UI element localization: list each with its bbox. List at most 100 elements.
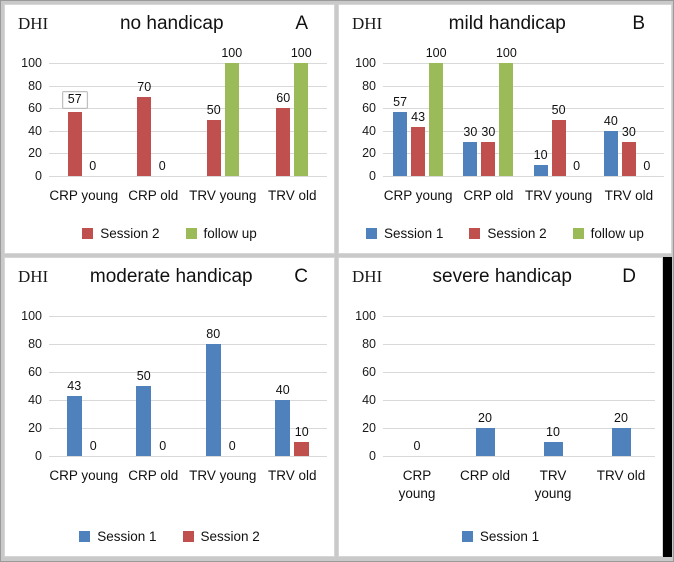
bar-groups: 57 43 100 30 30 100 10 50 0 40 30 0 [383, 46, 664, 176]
panel-letter: B [632, 13, 645, 34]
y-tick-label: 40 [28, 393, 42, 407]
legend-swatch-icon [572, 228, 584, 239]
bar: 30 [463, 125, 478, 176]
category-label: TRV young [189, 188, 257, 203]
bar-group: 50 100 [188, 46, 258, 176]
category-axis: CRP young CRP old TRV young TRV old [49, 467, 327, 485]
legend-item: Session 2 [82, 226, 160, 241]
y-tick-label: 100 [21, 56, 42, 70]
y-tick-label: 40 [28, 123, 42, 138]
legend-item: follow up [572, 226, 644, 241]
y-axis: 0 20 40 60 80 100 [339, 57, 383, 182]
y-axis: 0 20 40 60 80 100 [5, 310, 49, 462]
y-tick-label: 100 [21, 309, 42, 323]
bar-value-label: 10 [533, 147, 548, 162]
gridline [49, 85, 327, 87]
bar-value-label: 0 [89, 439, 97, 453]
gridline [383, 108, 664, 110]
chart-area: 0 20 40 60 80 100 57 0 70 0 50 100 60 100 [5, 39, 334, 182]
bar-value-label: 50 [136, 369, 151, 383]
y-axis: 0 20 40 60 80 100 [339, 310, 383, 462]
bar-group: 70 0 [119, 63, 189, 176]
chart-panel-b: DHI mild handicap B 0 20 40 60 80 100 57 43 100 30 30… [338, 4, 672, 254]
legend-label: follow up [203, 226, 257, 241]
gridline [383, 456, 655, 457]
gridline [49, 176, 327, 177]
category-label: CRP young [49, 468, 119, 483]
bar-groups: 57 0 70 0 50 100 60 100 [49, 46, 327, 176]
cell-b: DHI mild handicap B 0 20 40 60 80 100 57 43 100 30 30… [338, 4, 672, 254]
bar-value-label: 10 [546, 425, 560, 439]
y-tick-label: 80 [28, 78, 42, 93]
bar: 50 [136, 369, 152, 456]
legend: Session 1 Session 2 [5, 529, 334, 544]
bar-group: 80 0 [188, 316, 258, 456]
plot-area: 43 0 50 0 80 0 40 10 [49, 316, 327, 457]
bar: 57 [393, 95, 408, 176]
bar-value-label: 57 [61, 90, 88, 110]
y-tick-label: 80 [28, 337, 42, 351]
bar-value-label: 20 [478, 411, 492, 425]
bar-value-label: 0 [573, 159, 581, 173]
y-tick-label: 40 [362, 393, 376, 407]
bar-group: 10 50 0 [524, 63, 594, 176]
bar-group: 40 30 0 [594, 63, 664, 176]
legend-swatch-icon [82, 228, 94, 239]
bar-group: 10 [519, 316, 587, 456]
bar: 60 [276, 91, 291, 176]
bar-group: 50 0 [119, 316, 189, 456]
y-tick-label: 20 [28, 146, 42, 161]
category-label: CRP young [49, 188, 119, 203]
category-label: CRP old [459, 468, 511, 483]
legend-swatch-icon [469, 228, 481, 239]
panel-letter: C [294, 266, 308, 287]
plot-area: 0 20 10 20 [383, 316, 655, 457]
bar: 40 [603, 114, 618, 176]
category-axis: CRP young CRP old TRV young TRV old [383, 467, 655, 503]
legend-item: Session 1 [461, 529, 539, 544]
y-tick-label: 40 [362, 123, 376, 138]
y-axis: 0 20 40 60 80 100 [5, 57, 49, 182]
y-tick-label: 60 [28, 365, 42, 379]
legend-item: Session 2 [182, 529, 260, 544]
y-tick-label: 0 [369, 449, 376, 463]
chart-area: 0 20 40 60 80 100 57 43 100 30 30 100 10 50 0 40 30 0 [339, 39, 671, 182]
bar-group: 57 0 [49, 63, 119, 176]
category-label: TRV old [267, 468, 317, 483]
gridline [49, 456, 327, 457]
legend-swatch-icon [79, 531, 91, 542]
gridline [49, 153, 327, 155]
y-tick-label: 100 [355, 309, 376, 323]
chart-area: 0 20 40 60 80 100 0 20 10 20 [339, 292, 662, 462]
bar: 10 [533, 148, 548, 176]
bar-group: 20 [587, 316, 655, 456]
gridline [383, 153, 664, 155]
bar-value-label: 100 [290, 46, 312, 60]
chart-title: mild handicap [448, 13, 566, 34]
bar: 100 [496, 46, 517, 176]
y-tick-label: 0 [35, 449, 42, 463]
legend-swatch-icon [185, 228, 197, 239]
legend-label: Session 1 [97, 529, 157, 544]
bar: 70 [137, 80, 152, 176]
gridline [49, 344, 327, 345]
legend-label: follow up [590, 226, 644, 241]
bar: 20 [475, 411, 495, 456]
bar-value-label: 80 [206, 327, 221, 341]
category-axis: CRP young CRP old TRV young TRV old [383, 187, 664, 205]
bar-value-label: 0 [643, 159, 651, 173]
category-label: TRV young [189, 468, 257, 483]
legend-label: Session 1 [384, 226, 444, 241]
legend-label: Session 2 [487, 226, 547, 241]
gridline [49, 372, 327, 373]
bar-group: 20 [451, 316, 519, 456]
chart-panel-d: DHI severe handicap D 0 20 40 60 80 100 0 20 10 20 CR… [338, 257, 663, 557]
cell-d: DHI severe handicap D 0 20 40 60 80 100 0 20 10 20 CR… [338, 257, 672, 557]
y-axis-title: DHI [352, 14, 383, 33]
gridline [49, 63, 327, 64]
cell-a: DHI no handicap A 0 20 40 60 80 100 57 0 70 0 50 100 60… [4, 4, 335, 254]
bar: 20 [611, 411, 631, 456]
bar-value-label: 70 [137, 79, 152, 94]
legend-swatch-icon [461, 531, 473, 542]
y-tick-label: 60 [362, 365, 376, 379]
